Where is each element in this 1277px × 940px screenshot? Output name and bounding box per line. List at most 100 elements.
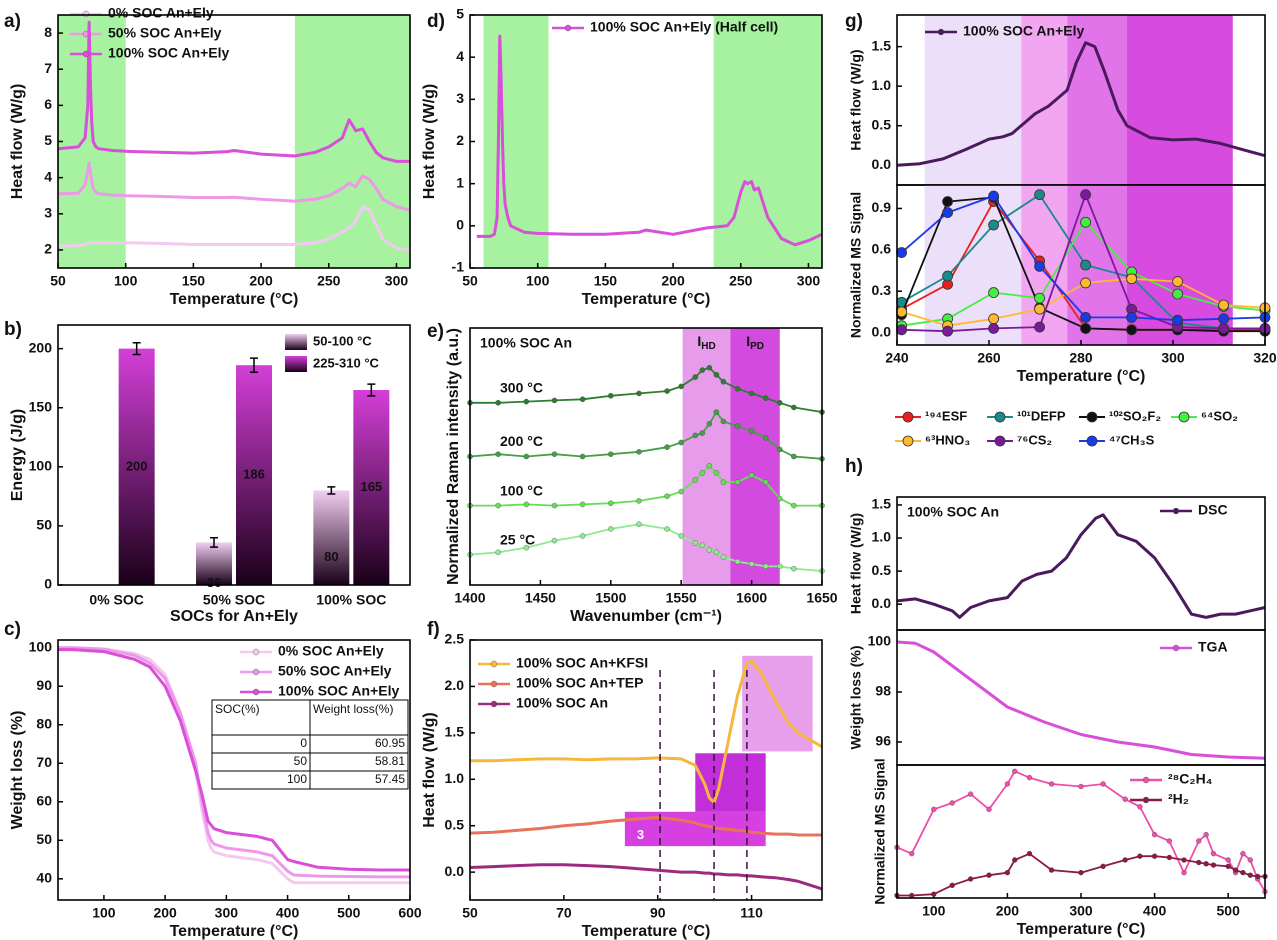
series-marker	[551, 397, 558, 404]
legend-label: ²H₂	[1168, 791, 1189, 807]
legend-label: ¹⁹⁴ESF	[925, 408, 967, 423]
y-axis-title: Weight loss (%)	[848, 646, 864, 750]
series-marker	[762, 563, 769, 570]
series-marker	[692, 374, 699, 380]
series-marker	[1004, 870, 1011, 876]
x-tick-label: 600	[398, 905, 422, 921]
series-marker	[1218, 313, 1229, 325]
panel: 0.0 0.3 0.6 0.9 240 260 280 300 320 ¹⁹⁴ESF ¹⁰¹DEFP…	[848, 184, 1277, 447]
plot-frame	[469, 639, 823, 901]
x-tick-label: 300	[385, 273, 409, 289]
panel-label: c)	[4, 619, 21, 640]
series-marker	[734, 558, 741, 565]
y-tick-label: 40	[36, 870, 52, 886]
x-tick-label: 500	[337, 905, 361, 921]
y-tick-label: 96	[875, 733, 891, 749]
y-tick-label: 50	[36, 831, 52, 847]
x-tick-label: 300	[1161, 350, 1185, 366]
x-tick-label: 50	[462, 905, 478, 921]
series-marker	[678, 439, 684, 446]
y-tick-label: 0.9	[872, 199, 892, 215]
series-marker	[748, 428, 755, 434]
bar	[236, 365, 272, 585]
series-marker	[1172, 314, 1183, 326]
legend-marker	[490, 660, 498, 668]
shaded-region	[713, 15, 822, 268]
legend-marker	[902, 435, 914, 447]
series-marker	[1247, 857, 1253, 863]
shaded-region	[924, 15, 1022, 185]
series-marker	[748, 561, 755, 567]
series-marker	[1196, 859, 1202, 866]
y-axis-title: Heat flow (W/g)	[421, 712, 438, 828]
x-tick-label: 500	[1217, 903, 1241, 919]
y-tick-label: 3	[44, 204, 52, 220]
x-tick-label: 250	[317, 273, 341, 289]
table-cell: 60.95	[375, 736, 405, 750]
series-marker	[1247, 872, 1253, 878]
series-marker	[1232, 867, 1239, 873]
y-tick-label: 1	[456, 174, 464, 190]
plot-frame	[57, 639, 411, 901]
table-header: Weight loss(%)	[313, 702, 393, 716]
x-tick-label: 50	[50, 273, 66, 289]
series-marker	[1181, 857, 1187, 863]
series-marker	[988, 323, 999, 334]
table-header: SOC(%)	[215, 702, 260, 716]
series-marker	[699, 367, 706, 373]
bar-value-label: 200	[126, 458, 148, 473]
y-tick-label: 0.6	[872, 241, 892, 257]
legend-label: ⁶⁴SO₂	[1201, 408, 1238, 423]
series-marker	[931, 891, 937, 897]
series-marker	[1210, 851, 1217, 857]
table: SOC(%) Weight loss(%) 0 60.95 50 58.81 100 57.4…	[211, 699, 409, 790]
y-axis-title: Heat flow (W/g)	[421, 84, 438, 200]
legend-marker	[252, 668, 260, 676]
x-tick-label: 200	[153, 905, 177, 921]
x-tick-label: 200	[661, 273, 685, 289]
series-marker	[636, 390, 642, 397]
x-tick-label: 320	[1253, 350, 1277, 366]
series-marker	[579, 396, 586, 403]
y-axis-title: Heat flow (W/g)	[848, 49, 864, 150]
series-marker	[1181, 870, 1187, 876]
series-marker	[1078, 870, 1084, 876]
x-tick-label: 100	[114, 273, 138, 289]
x-tick-label: 250	[729, 273, 753, 289]
y-tick-label: 0.0	[445, 863, 465, 879]
series-marker	[678, 533, 684, 539]
x-tick-label: 100	[922, 903, 946, 919]
series-marker	[988, 313, 999, 325]
series-line	[896, 41, 1266, 167]
legend-label: 50% SOC An+Ely	[278, 663, 392, 679]
series-marker	[942, 196, 953, 207]
legend-marker	[564, 24, 572, 32]
annotation: 100% SOC An	[907, 504, 999, 520]
series-marker	[1034, 189, 1045, 201]
table-cell: 100	[287, 772, 307, 786]
x-tick-label: 1500	[595, 590, 626, 606]
bar-value-label: 165	[360, 479, 382, 494]
plot-frame	[57, 324, 411, 586]
error-bar	[210, 536, 218, 548]
x-axis-title: Temperature (°C)	[582, 291, 711, 308]
bar-value-label: 80	[324, 549, 338, 564]
shaded-region	[730, 328, 780, 585]
panel-label: b)	[4, 319, 22, 340]
legend-marker	[1172, 644, 1180, 652]
series-marker	[1172, 276, 1183, 287]
series-marker	[748, 472, 755, 478]
series-marker	[1034, 321, 1045, 333]
series-marker	[579, 453, 586, 460]
panel: 0.0 0.5 1.0 1.5 DSC 100% SOC An Heat flow (W/g…	[845, 456, 1266, 631]
y-axis-title: Normalized MS Signal	[872, 758, 888, 904]
series-marker	[1080, 189, 1091, 201]
legend-marker	[490, 680, 498, 688]
series-marker	[1012, 857, 1018, 863]
panel: 0 50 100 150 200 0% SOC 50% SOC 100% SOC 36 80 50-…	[4, 319, 411, 625]
shaded-region	[1067, 15, 1127, 185]
series-marker	[967, 876, 974, 882]
panel: -1 0 1 2 3 4 5 50 100 150 200 250 300 100% SOC An+Ely…	[421, 6, 823, 308]
region-label-main: 3	[637, 828, 644, 843]
series-marker	[1137, 853, 1143, 859]
